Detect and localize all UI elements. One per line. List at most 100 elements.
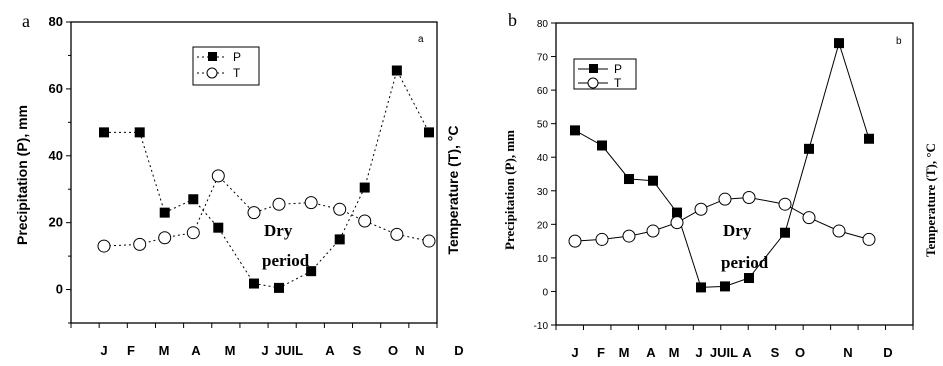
annotation-text: Dry [723, 221, 752, 240]
x-tick-label: A [191, 343, 201, 358]
data-point [624, 174, 634, 185]
legend-box [573, 58, 637, 90]
data-point [595, 232, 609, 246]
data-point [864, 133, 874, 144]
annotation-text: period [262, 251, 310, 270]
x-tick-label: A [742, 345, 752, 360]
x-tick-label: S [771, 345, 780, 360]
legend-box [192, 46, 260, 86]
y-tick-label: 80 [537, 19, 549, 30]
legend: PT [192, 46, 260, 86]
y2-axis-label: Temperature (T), °C [445, 125, 461, 254]
data-point [274, 282, 284, 293]
data-point [780, 227, 790, 238]
legend-marker [587, 77, 599, 89]
y-tick-label: 20 [537, 220, 549, 231]
data-point [272, 197, 286, 211]
data-point [188, 194, 199, 205]
data-point [834, 38, 844, 49]
x-tick-label: A [325, 343, 335, 358]
x-tick-label: D [454, 343, 463, 358]
y-tick-label: 0 [542, 287, 548, 298]
legend-marker [208, 52, 217, 61]
x-tick-label: A [646, 345, 656, 360]
data-point [306, 266, 317, 277]
data-point [718, 192, 732, 206]
x-tick-label: S [353, 343, 362, 358]
legend-label: P [233, 50, 241, 64]
data-point [99, 127, 109, 138]
data-point [742, 190, 756, 204]
data-point [134, 127, 145, 138]
series-line-P [104, 69, 430, 289]
data-point [597, 140, 607, 151]
data-point [424, 127, 434, 138]
data-point [694, 202, 708, 216]
y-tick-label: 70 [537, 53, 549, 64]
data-point [568, 234, 582, 248]
series-P [570, 38, 874, 293]
annotation-text: period [721, 253, 769, 272]
data-point [211, 169, 225, 183]
x-tick-label: M [619, 345, 630, 360]
data-point [390, 227, 404, 241]
legend: PT [573, 58, 637, 90]
data-point [622, 229, 636, 243]
panel-label: a [22, 11, 30, 31]
data-point [159, 207, 170, 218]
legend-label: T [614, 76, 622, 90]
legend-marker [206, 67, 218, 79]
inner-label: a [418, 34, 424, 45]
x-tick-label: O [388, 343, 398, 358]
legend-label: T [233, 66, 241, 80]
x-tick-label: O [795, 345, 805, 360]
x-tick-label: JUIL [710, 345, 738, 360]
data-point [304, 196, 318, 210]
data-point [646, 224, 660, 238]
annotation-text: Dry [264, 221, 293, 240]
series-T [97, 169, 436, 253]
data-point [744, 273, 754, 284]
data-point [802, 211, 816, 225]
y-tick-label: 60 [537, 86, 549, 97]
data-point [720, 281, 730, 292]
y-tick-label: 20 [49, 215, 63, 230]
y-tick-label: 50 [537, 120, 549, 131]
y-tick-label: 10 [537, 254, 549, 265]
data-point [670, 216, 684, 230]
y-tick-label: 30 [537, 187, 549, 198]
y-tick-label: 40 [49, 148, 63, 163]
y-tick-label: 0 [56, 282, 63, 297]
plot-frame [555, 22, 914, 326]
data-point [422, 234, 436, 248]
x-tick-label: J [100, 343, 107, 358]
data-point [648, 175, 658, 186]
data-point [247, 206, 261, 220]
data-point [213, 222, 224, 233]
x-tick-label: F [127, 343, 135, 358]
y-tick-label: -10 [534, 321, 549, 332]
data-point [333, 202, 347, 216]
plot-frame [70, 21, 438, 324]
data-point [334, 234, 345, 245]
x-tick-label: M [159, 343, 170, 358]
data-point [391, 65, 402, 76]
y-axis-label: Precipitation (P), mm [14, 105, 30, 245]
inner-label: b [896, 36, 902, 47]
series-T [568, 190, 876, 248]
data-point [832, 224, 846, 238]
x-tick-label: J [695, 345, 702, 360]
x-tick-label: F [597, 345, 605, 360]
series-P [99, 65, 434, 293]
data-point [778, 197, 792, 211]
data-point [97, 239, 111, 253]
x-tick-label: M [669, 345, 680, 360]
data-point [133, 237, 147, 251]
legend-marker [589, 64, 598, 73]
y-tick-label: 80 [49, 14, 63, 29]
series-line-P [574, 41, 870, 288]
legend-label: P [614, 62, 622, 76]
panel-label: b [508, 10, 517, 30]
x-tick-label: D [883, 345, 892, 360]
y-tick-label: 60 [49, 81, 63, 96]
